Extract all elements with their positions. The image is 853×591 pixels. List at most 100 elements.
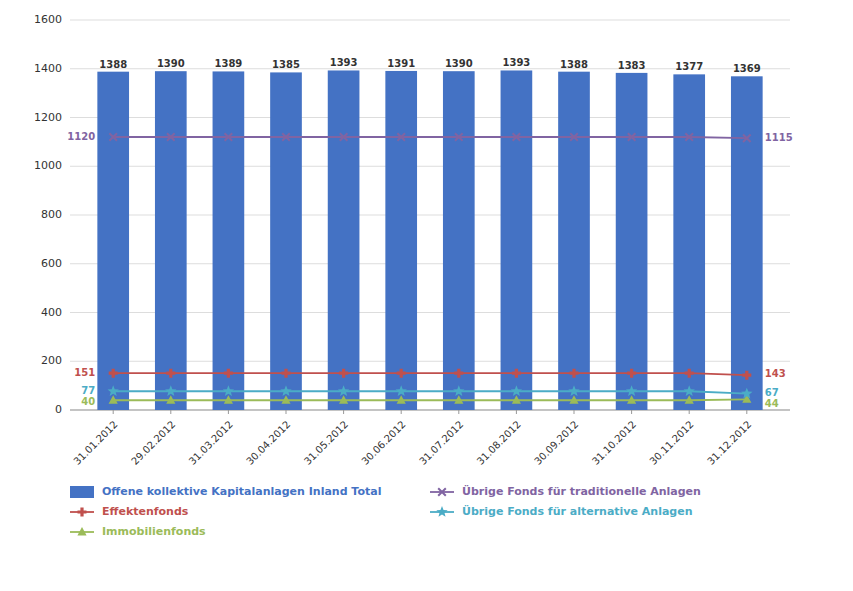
bar xyxy=(270,72,302,410)
marker xyxy=(166,369,175,378)
marker xyxy=(397,369,406,378)
x-tick-label: 30.06.2012 xyxy=(359,419,407,467)
end-label: 67 xyxy=(765,387,779,398)
y-tick-label: 1000 xyxy=(34,159,62,172)
marker xyxy=(455,133,463,141)
legend-item: Immobilienfonds xyxy=(70,525,206,538)
legend-item: Offene kollektive Kapitalanlagen Inland … xyxy=(70,485,381,498)
bar xyxy=(673,74,705,410)
marker xyxy=(627,395,636,404)
legend-label: Übrige Fonds für alternative Anlagen xyxy=(462,504,693,518)
y-tick-label: 0 xyxy=(55,403,62,416)
legend: Offene kollektive Kapitalanlagen Inland … xyxy=(70,484,701,538)
y-tick-label: 1400 xyxy=(34,62,62,75)
x-tick xyxy=(228,410,229,414)
marker xyxy=(224,395,233,404)
marker xyxy=(512,395,521,404)
x-tick xyxy=(746,410,747,414)
data-labels: 1388139013891385139313911390139313881383… xyxy=(67,57,792,409)
x-tick xyxy=(458,410,459,414)
x-tick xyxy=(343,410,344,414)
marker xyxy=(454,395,463,404)
x-tick xyxy=(286,410,287,414)
data-label: 1377 xyxy=(675,61,703,72)
line xyxy=(113,398,747,401)
marker xyxy=(570,369,579,378)
marker xyxy=(397,395,406,404)
bar xyxy=(558,72,590,410)
marker xyxy=(167,133,175,141)
marker xyxy=(165,385,176,396)
marker xyxy=(397,133,405,141)
marker xyxy=(628,133,636,141)
chart: 0200400600800100012001400160031.01.20122… xyxy=(0,0,853,591)
y-tick-label: 600 xyxy=(41,257,62,270)
data-label: 1393 xyxy=(330,57,358,68)
data-label: 1369 xyxy=(733,63,761,74)
marker xyxy=(339,369,348,378)
marker xyxy=(282,369,291,378)
marker xyxy=(280,385,291,396)
bar xyxy=(501,70,533,410)
data-label: 1390 xyxy=(445,58,473,69)
x-tick-label: 31.07.2012 xyxy=(417,419,465,467)
marker xyxy=(454,369,463,378)
legend-marker xyxy=(77,527,86,536)
x-tick-label: 31.03.2012 xyxy=(187,419,235,467)
legend-item: Übrige Fonds für alternative Anlagen xyxy=(430,504,693,518)
marker xyxy=(453,385,464,396)
data-label: 1383 xyxy=(618,60,646,71)
bar xyxy=(213,71,245,410)
x-tick xyxy=(574,410,575,414)
x-tick-label: 31.10.2012 xyxy=(590,419,638,467)
legend-label: Offene kollektive Kapitalanlagen Inland … xyxy=(102,485,381,498)
marker xyxy=(395,385,406,396)
marker xyxy=(626,385,637,396)
marker xyxy=(742,371,751,380)
bar xyxy=(616,73,648,410)
y-tick-label: 1200 xyxy=(34,111,62,124)
marker xyxy=(107,385,118,396)
legend-item: Übrige Fonds für traditionelle Anlagen xyxy=(430,484,701,498)
y-axis: 02004006008001000120014001600 xyxy=(34,13,790,416)
end-label: 1120 xyxy=(67,131,95,142)
bar xyxy=(328,70,360,410)
bar xyxy=(731,76,763,410)
marker xyxy=(685,369,694,378)
data-label: 1391 xyxy=(387,58,415,69)
marker xyxy=(224,369,233,378)
x-tick-label: 29.02.2012 xyxy=(129,419,177,467)
end-label: 143 xyxy=(765,368,786,379)
x-tick-label: 30.11.2012 xyxy=(647,419,695,467)
grid-line xyxy=(70,20,790,21)
x-tick xyxy=(401,410,402,414)
legend-label: Übrige Fonds für traditionelle Anlagen xyxy=(462,484,701,498)
legend-marker xyxy=(438,488,446,496)
y-tick-label: 400 xyxy=(41,306,62,319)
marker xyxy=(281,395,290,404)
end-label: 44 xyxy=(765,398,779,409)
legend-item: Effektenfonds xyxy=(70,505,189,518)
data-label: 1389 xyxy=(214,58,242,69)
x-tick xyxy=(689,410,690,414)
x-tick-label: 31.12.2012 xyxy=(705,419,753,467)
bar xyxy=(97,72,129,410)
marker xyxy=(570,133,578,141)
end-label: 77 xyxy=(81,385,95,396)
plot-data xyxy=(97,70,762,410)
legend-marker xyxy=(78,508,87,517)
x-tick-label: 31.01.2012 xyxy=(71,419,119,467)
y-tick-label: 200 xyxy=(41,354,62,367)
marker xyxy=(109,395,118,404)
marker xyxy=(225,133,233,141)
marker xyxy=(282,133,290,141)
end-label: 1115 xyxy=(765,132,793,143)
legend-label: Immobilienfonds xyxy=(102,525,206,538)
marker xyxy=(741,388,752,399)
legend-marker xyxy=(436,506,447,517)
x-tick-label: 31.08.2012 xyxy=(475,419,523,467)
marker xyxy=(109,133,117,141)
x-tick-label: 30.09.2012 xyxy=(532,419,580,467)
marker xyxy=(627,369,636,378)
x-tick xyxy=(631,410,632,414)
